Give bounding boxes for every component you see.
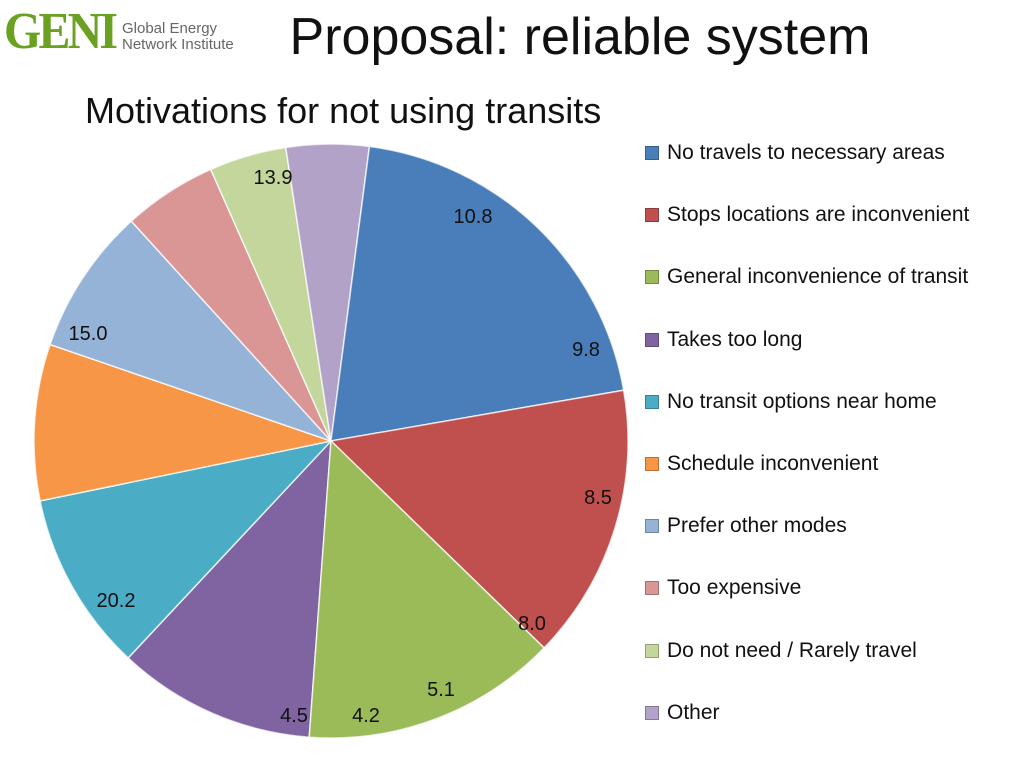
legend-item-10: Other [645, 698, 720, 728]
legend-swatch [645, 208, 659, 223]
data-label-10: 4.5 [280, 705, 308, 727]
slide-title: Proposal: reliable system [289, 8, 871, 66]
legend-label: No travels to necessary areas [667, 141, 945, 164]
legend-label: Do not need / Rarely travel [667, 638, 917, 662]
pie-slice-shade-3 [309, 441, 545, 738]
legend-item-2: Stops locations are inconvenient [645, 200, 969, 230]
pie-slice-shade-9 [210, 147, 331, 441]
legend-label: Stops locations are inconvenient [667, 203, 970, 227]
data-label-2: 15.0 [69, 323, 108, 345]
legend-swatch [645, 457, 659, 471]
legend-item-6: Schedule inconvenient [645, 449, 878, 479]
logo-line-2: Network Institute [122, 36, 234, 53]
legend-label: No transit options near home [667, 389, 937, 413]
legend-label: Too expensive [667, 576, 802, 600]
logo-text: Global Energy Network Institute [122, 21, 234, 53]
data-label-3: 13.9 [254, 167, 293, 189]
legend-item-4: Takes too long [645, 325, 802, 355]
logo-line-1: Global Energy [122, 20, 218, 37]
pie-slice-shade-5 [40, 441, 332, 658]
legend-item-3: General inconvenience of transit [645, 262, 968, 292]
legend-label: Other [667, 700, 720, 724]
pie-slice-shade-2 [331, 390, 629, 648]
pie-slice-shade-4 [128, 441, 331, 738]
legend-swatch [645, 146, 659, 160]
chart-title: Motivations for not using transits [85, 90, 602, 131]
pie-slice-shade-8 [131, 169, 331, 442]
legend-label: Prefer other modes [667, 514, 847, 538]
legend-swatch [645, 581, 659, 596]
legend-swatch [645, 394, 659, 409]
legend-item-9: Do not need / Rarely travel [645, 636, 917, 666]
legend-swatch [645, 519, 659, 534]
geni-logo: GENI Global Energy Network Institute [4, 6, 244, 58]
data-label-9: 4.2 [352, 705, 380, 727]
pie-slice-shade-10 [285, 143, 370, 441]
legend-item-7: Prefer other modes [645, 511, 847, 541]
data-label-5: 9.8 [572, 339, 600, 361]
data-label-6: 8.5 [584, 487, 612, 509]
legend-label: Takes too long [667, 327, 803, 351]
legend-swatch [645, 643, 659, 658]
data-label-1: 20.2 [97, 590, 136, 612]
pie-slice-shade-1 [331, 146, 624, 441]
logo-mark: GENI [4, 3, 118, 60]
pie-slice-shade-7 [50, 221, 332, 441]
legend-item-5: No transit options near home [645, 387, 937, 417]
legend-swatch [645, 332, 659, 347]
legend-label: General inconvenience of transit [667, 265, 969, 289]
data-label-8: 5.1 [427, 679, 455, 701]
data-label-4: 10.8 [454, 206, 493, 228]
legend-swatch [645, 705, 659, 720]
data-label-7: 8.0 [518, 613, 546, 635]
legend-item-1: No travels to necessary areas [645, 138, 945, 168]
legend-label: Schedule inconvenient [667, 452, 879, 475]
pie-slice-shade-6 [34, 344, 331, 501]
legend-item-8: Too expensive [645, 573, 801, 603]
legend-swatch [645, 270, 659, 285]
